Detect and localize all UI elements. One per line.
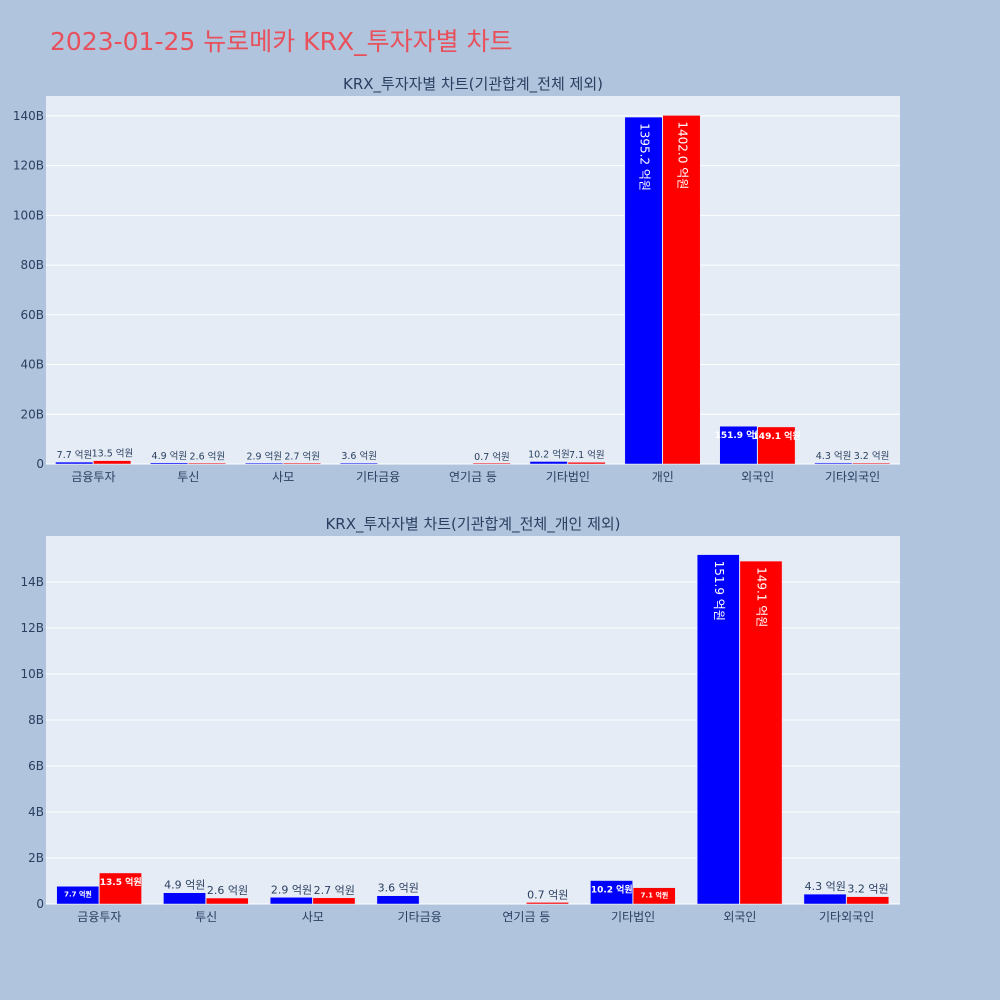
bar (282, 462, 321, 465)
bar (757, 426, 796, 465)
data-label: 7.1 억원 (569, 449, 605, 461)
page-title: 2023-01-25 뉴로메카 KRX_투자자별 차트 (50, 27, 513, 56)
bar (99, 872, 142, 905)
bar (93, 460, 132, 465)
data-label: 2.6 억원 (190, 450, 226, 462)
data-label: 13.5 억원 (100, 876, 142, 888)
x-tick-label: 기타법인 (611, 910, 655, 924)
x-tick-label: 사모 (272, 470, 294, 484)
bar (163, 892, 206, 905)
y-tick-label: 6B (28, 759, 44, 773)
bar (624, 116, 663, 465)
y-tick-label: 60B (20, 308, 44, 322)
x-tick-label: 연기금 등 (449, 470, 497, 484)
y-tick-label: 8B (28, 713, 44, 727)
data-label: 149.1 억원 (753, 430, 801, 442)
data-label: 4.3 억원 (805, 880, 846, 893)
x-tick-label: 기타외국인 (819, 910, 874, 924)
y-tick-label: 80B (20, 258, 44, 272)
bar (567, 461, 606, 465)
bar (55, 461, 94, 465)
data-label: 13.5 억원 (92, 448, 134, 460)
data-label: 3.6 억원 (378, 882, 419, 895)
y-tick-label: 12B (20, 621, 44, 635)
data-label: 0.7 억원 (527, 888, 568, 901)
data-label: 3.2 억원 (847, 883, 888, 896)
data-label: 3.2 억원 (854, 450, 890, 462)
bar (376, 895, 420, 905)
data-label: 1402.0 억원 (675, 121, 689, 189)
bar (719, 425, 758, 465)
y-tick-label: 20B (20, 407, 44, 421)
data-label: 4.9 억원 (164, 879, 205, 892)
data-label: 2.9 억원 (271, 883, 312, 896)
data-label: 10.2 억원 (591, 884, 633, 896)
bar (739, 560, 783, 905)
x-tick-label: 투신 (195, 910, 217, 924)
bar (188, 462, 227, 465)
data-label: 4.3 억원 (816, 450, 852, 462)
y-tick-label: 10B (20, 667, 44, 681)
y-tick-label: 2B (28, 851, 44, 865)
y-tick-label: 140B (13, 109, 44, 123)
bar (269, 897, 313, 905)
plot-area (46, 96, 900, 464)
y-tick-label: 120B (13, 159, 44, 173)
chart-excluding-institutions-and-individuals: KRX_투자자별 차트(기관합계_전체_개인 제외) 0 2B 4B 6B 8B 10B 12… (20, 515, 900, 924)
bar (529, 461, 568, 465)
data-label: 10.2 억원 (528, 448, 570, 460)
chart-title: KRX_투자자별 차트(기관합계_전체 제외) (343, 75, 603, 94)
bar (814, 462, 853, 465)
x-tick-label: 외국인 (741, 470, 774, 484)
bar (205, 897, 249, 905)
data-label: 7.7 억원 (57, 449, 93, 461)
x-tick-label: 연기금 등 (502, 910, 550, 924)
y-tick-label: 40B (20, 358, 44, 372)
x-tick-label: 금융투자 (71, 470, 115, 484)
x-tick-label: 개인 (652, 470, 674, 484)
bar (803, 893, 847, 905)
x-tick-label: 기타금융 (398, 910, 442, 924)
data-label: 7.7 억원 (64, 889, 92, 898)
x-tick-label: 외국인 (723, 910, 756, 924)
data-label: 151.9 억원 (712, 561, 726, 621)
bar (852, 462, 891, 465)
x-tick-label: 기타법인 (546, 470, 590, 484)
bar (632, 887, 676, 905)
data-label: 0.7 억원 (474, 451, 510, 463)
bar (245, 462, 283, 465)
data-label: 2.9 억원 (246, 450, 282, 462)
data-label: 3.6 억원 (341, 450, 377, 462)
bar (339, 462, 378, 465)
y-tick-label: 4B (28, 805, 44, 819)
data-label: 1395.2 억원 (637, 123, 651, 191)
bar (696, 554, 740, 905)
y-tick-label: 100B (13, 208, 44, 222)
bar (150, 462, 189, 465)
bar (526, 902, 569, 905)
bar (590, 880, 633, 905)
y-tick-label: 14B (20, 575, 44, 589)
x-tick-label: 사모 (302, 910, 324, 924)
data-label: 4.9 억원 (152, 450, 188, 462)
x-tick-label: 투신 (177, 470, 199, 484)
bar (56, 886, 100, 905)
x-tick-label: 기타금융 (356, 470, 400, 484)
data-label: 2.6 억원 (207, 884, 248, 897)
bar (662, 115, 701, 465)
y-tick-label: 0 (36, 897, 44, 911)
data-label: 2.7 억원 (284, 450, 320, 462)
bar (312, 897, 356, 905)
data-label: 149.1 억원 (755, 567, 769, 627)
x-tick-label: 기타외국인 (825, 470, 880, 484)
y-tick-label: 0 (36, 457, 44, 471)
data-label: 151.9 억원 (715, 429, 763, 441)
data-label: 7.1 억원 (641, 891, 669, 900)
x-tick-label: 금융투자 (77, 910, 121, 924)
data-label: 2.7 억원 (314, 884, 355, 897)
bar (472, 462, 511, 465)
chart-title: KRX_투자자별 차트(기관합계_전체_개인 제외) (325, 515, 620, 534)
chart-excluding-institutions: KRX_투자자별 차트(기관합계_전체 제외) 0 20B 40B 60B 80B 100B… (13, 75, 900, 484)
bar (846, 896, 890, 905)
